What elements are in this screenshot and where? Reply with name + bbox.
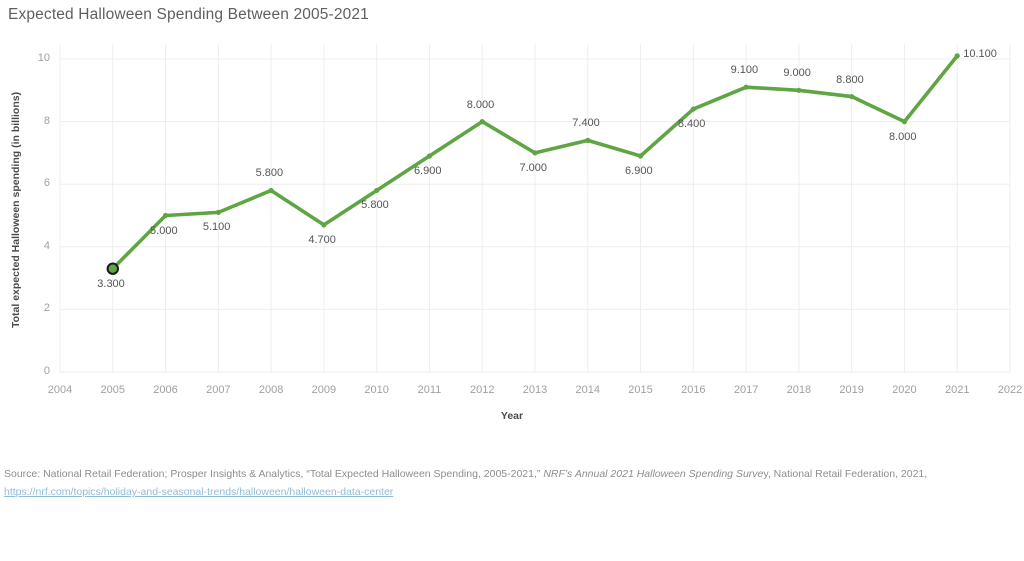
y-axis-tick-label: 4 <box>43 239 50 252</box>
source-text-prefix: Source: National Retail Federation; Pros… <box>4 468 544 480</box>
x-axis-tick-label: 2005 <box>100 384 125 396</box>
y-axis-tick-label: 8 <box>43 114 50 127</box>
data-point-value-label: 9.100 <box>730 64 759 77</box>
data-point-value-label: 6.900 <box>625 165 653 178</box>
data-point-value-label: 5.800 <box>255 167 284 180</box>
data-point-marker[interactable] <box>796 87 802 93</box>
x-axis-tick-label: 2004 <box>47 384 73 396</box>
x-axis-tick-label: 2015 <box>628 384 653 396</box>
data-point-marker[interactable] <box>532 150 538 156</box>
source-publication-title: NRF’s Annual 2021 Halloween Spending Sur… <box>543 468 764 480</box>
data-point-marker[interactable] <box>954 53 960 59</box>
x-axis-tick-label: 2022 <box>997 384 1023 396</box>
x-axis-tick-label: 2006 <box>153 384 178 396</box>
x-axis-tick-label: 2017 <box>733 384 759 396</box>
data-point-marker[interactable] <box>637 153 644 159</box>
x-axis-tick-label: 2014 <box>575 384 600 396</box>
data-point-value-label: 9.000 <box>783 67 811 80</box>
data-point-marker[interactable] <box>268 187 274 194</box>
data-point-marker[interactable] <box>321 222 327 228</box>
x-axis-tick-label: 2008 <box>258 384 284 396</box>
data-point-marker[interactable] <box>162 212 169 219</box>
y-axis-tick-label: 0 <box>43 365 50 377</box>
x-axis-tick-label: 2021 <box>944 384 970 396</box>
data-point-value-label: 10.100 <box>963 47 997 60</box>
x-axis-tick-label: 2011 <box>417 384 442 396</box>
x-axis-tick-label: 2013 <box>522 384 548 396</box>
data-point-value-label: 6.900 <box>413 165 442 178</box>
y-axis-tick-label: 10 <box>37 52 50 64</box>
source-text-suffix: y, National Retail Federation, 2021, <box>763 468 928 480</box>
x-axis-tick-label: 2012 <box>469 384 495 396</box>
x-axis-tick-label: 2020 <box>892 384 917 396</box>
x-axis-tick-label: 2007 <box>206 384 231 396</box>
data-point-marker[interactable] <box>374 187 380 194</box>
plot-svg <box>59 44 1011 373</box>
data-point-value-label: 5.100 <box>202 221 231 234</box>
data-point-value-label: 5.000 <box>150 224 178 237</box>
data-point-value-label: 7.400 <box>572 117 600 130</box>
data-point-value-label: 3.300 <box>97 277 125 290</box>
data-point-marker-selected[interactable] <box>106 262 119 275</box>
data-point-value-label: 4.700 <box>308 233 336 246</box>
data-point-marker[interactable] <box>743 84 749 90</box>
x-axis-tick-label: 2018 <box>786 384 812 396</box>
data-point-marker[interactable] <box>901 119 908 125</box>
data-point-value-label: 8.400 <box>677 118 706 131</box>
x-axis-tick-label: 2019 <box>839 384 864 396</box>
source-footnote: Source: National Retail Federation; Pros… <box>4 466 1020 501</box>
data-point-markers <box>106 53 960 275</box>
data-point-value-label: 7.000 <box>519 161 548 174</box>
data-point-marker[interactable] <box>849 93 855 100</box>
y-axis-tick-label: 6 <box>43 177 50 190</box>
plot-area: 0 2 4 6 8 10 2004 2005 2006 2007 2008 2009 2010 2011… <box>37 44 1023 396</box>
data-point-marker[interactable] <box>426 153 433 159</box>
data-point-value-label: 8.000 <box>888 130 917 143</box>
data-point-marker[interactable] <box>215 209 221 215</box>
grid-lines <box>59 44 1011 373</box>
x-axis-tick-label: 2010 <box>364 384 389 396</box>
y-axis-tick-label: 2 <box>43 302 50 315</box>
source-link[interactable]: https://nrf.com/topics/holiday-and-seaso… <box>4 486 394 498</box>
x-axis-tick-label: 2016 <box>681 384 706 396</box>
x-axis-title: Year <box>500 410 524 422</box>
x-axis-tick-label: 2009 <box>311 384 337 396</box>
data-point-marker[interactable] <box>690 106 696 112</box>
data-point-marker[interactable] <box>585 137 591 143</box>
chart-title: Expected Halloween Spending Between 2005… <box>8 6 369 23</box>
data-point-value-label: 5.800 <box>361 199 389 212</box>
data-point-value-label: 8.800 <box>836 73 864 86</box>
data-point-value-label: 8.000 <box>466 98 495 111</box>
data-point-marker[interactable] <box>479 119 485 125</box>
